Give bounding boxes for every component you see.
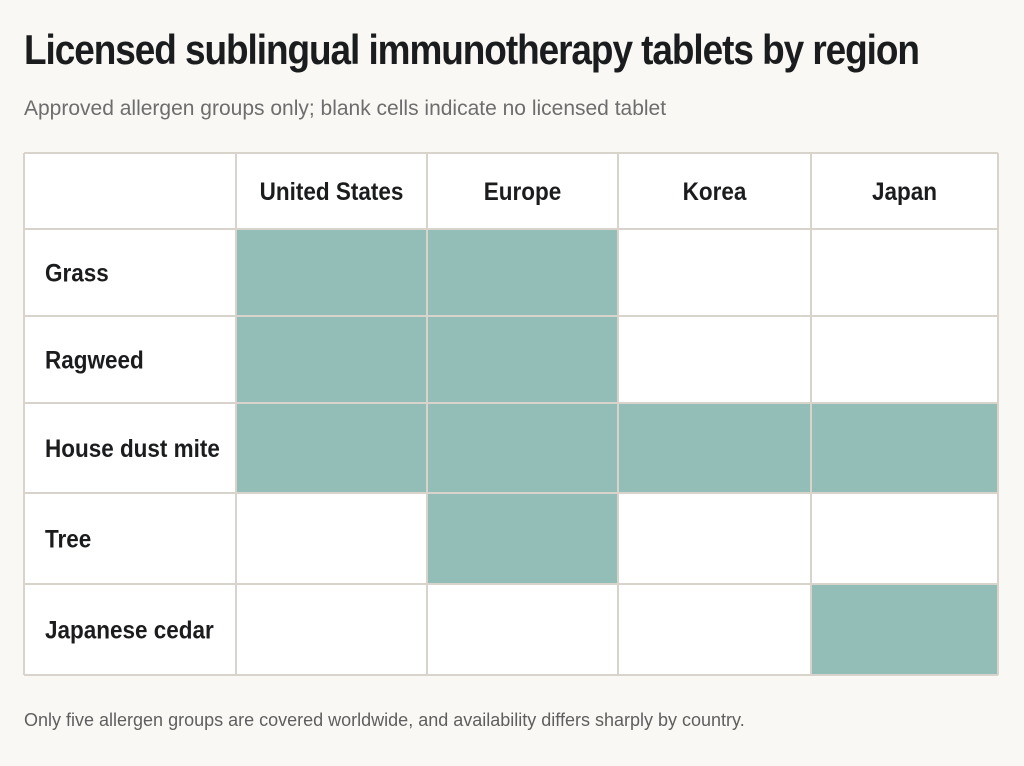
row-label-tree: Tree [45, 525, 91, 553]
cell-tree-korea [618, 493, 811, 584]
cell-tree-japan [811, 493, 998, 584]
cell-grass-europe [427, 229, 618, 316]
chart-subtitle: Approved allergen groups only; blank cel… [24, 97, 667, 120]
column-label-japan: Japan [872, 178, 937, 206]
column-label-united-states: United States [260, 178, 404, 206]
cell-japanese-cedar-united-states [236, 584, 427, 675]
cell-grass-japan [811, 229, 998, 316]
cell-ragweed-korea [618, 316, 811, 403]
cell-japanese-cedar-japan [811, 584, 998, 675]
cell-ragweed-japan [811, 316, 998, 403]
column-label-europe: Europe [484, 178, 561, 206]
cell-house-dust-mite-united-states [236, 403, 427, 493]
column-label-korea: Korea [683, 178, 747, 206]
chart-footnote: Only five allergen groups are covered wo… [24, 710, 745, 730]
row-label-ragweed: Ragweed [45, 346, 144, 374]
chart-title: Licensed sublingual immunotherapy tablet… [24, 26, 920, 73]
cell-grass-united-states [236, 229, 427, 316]
row-label-house-dust-mite: House dust mite [45, 435, 220, 463]
cell-japanese-cedar-europe [427, 584, 618, 675]
row-label-grass: Grass [45, 259, 109, 287]
row-label-japanese-cedar: Japanese cedar [45, 616, 214, 644]
cell-tree-europe [427, 493, 618, 584]
cell-japanese-cedar-korea [618, 584, 811, 675]
cell-house-dust-mite-europe [427, 403, 618, 493]
cell-ragweed-europe [427, 316, 618, 403]
cell-tree-united-states [236, 493, 427, 584]
cell-ragweed-united-states [236, 316, 427, 403]
cell-house-dust-mite-japan [811, 403, 998, 493]
cell-house-dust-mite-korea [618, 403, 811, 493]
cell-grass-korea [618, 229, 811, 316]
